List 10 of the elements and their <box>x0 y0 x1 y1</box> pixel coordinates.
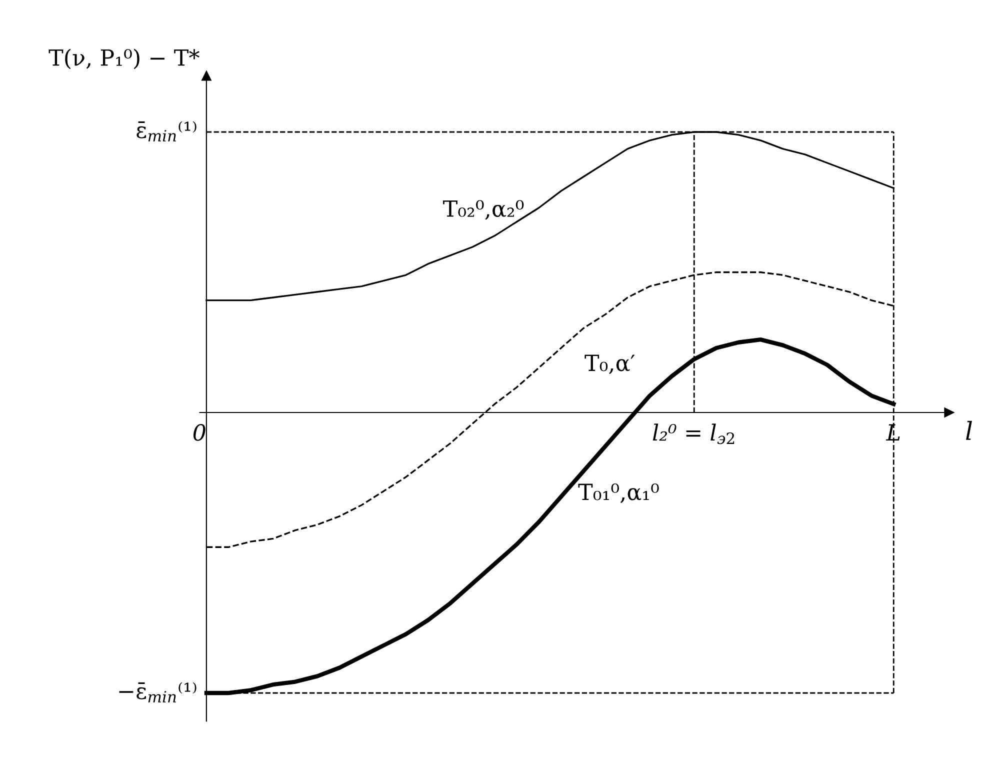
x-axis-title: l <box>966 420 972 440</box>
x-tick-label: l₂⁰ = l$_{э2}$ <box>652 424 734 444</box>
series-label: T₀,α′ <box>584 354 635 374</box>
x-tick-label: L <box>886 424 900 440</box>
series-label: T₀₂⁰,α₂⁰ <box>443 200 524 220</box>
series-label: T₀₁⁰,α₁⁰ <box>578 483 659 504</box>
ref-line-label: ε̄$_{min}$⁽¹⁾ <box>136 121 196 142</box>
y-axis-title: T(ν, P₁⁰) − T* <box>48 48 200 70</box>
ref-line-label: −ε̄$_{min}$⁽¹⁾ <box>119 682 196 702</box>
x-tick-label: 0 <box>193 424 206 441</box>
